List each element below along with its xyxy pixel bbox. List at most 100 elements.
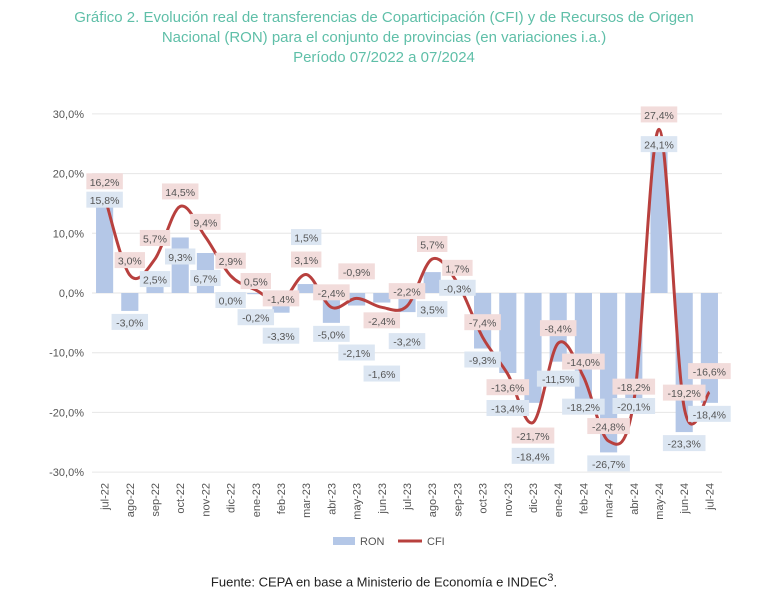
ron-data-label-bg xyxy=(511,447,555,464)
cfi-data-label-bg xyxy=(114,252,145,269)
ron-data-label-bg xyxy=(215,292,246,308)
ron-data-label: 0,0% xyxy=(219,296,243,308)
x-tick-label: jul-23 xyxy=(402,483,414,511)
ron-data-label-bg xyxy=(139,271,171,288)
cfi-data-label: -21,7% xyxy=(516,431,549,443)
cfi-data-label-bg xyxy=(464,314,501,331)
ron-data-label: -26,7% xyxy=(592,459,625,471)
x-tick-label: ene-24 xyxy=(553,483,565,517)
x-tick-label: nov-23 xyxy=(503,483,515,517)
x-tick-label: ago-22 xyxy=(125,483,137,517)
ron-bar xyxy=(96,198,114,293)
cfi-data-label: -2,4% xyxy=(318,288,345,300)
x-tick-label: feb-24 xyxy=(578,483,590,514)
cfi-data-label-bg xyxy=(139,229,171,246)
y-tick-label: 20,0% xyxy=(53,169,84,181)
cfi-data-label-bg xyxy=(562,353,605,370)
x-tick-label: jul-24 xyxy=(704,483,716,511)
y-tick-label: -10,0% xyxy=(49,348,84,360)
cfi-data-label: 14,5% xyxy=(165,187,195,199)
source-note: Fuente: CEPA en base a Ministerio de Eco… xyxy=(210,572,558,590)
ron-bar xyxy=(247,293,265,295)
cfi-data-label: 5,7% xyxy=(420,239,444,251)
ron-data-label-bg xyxy=(338,344,375,361)
cfi-data-label: -13,6% xyxy=(491,383,524,395)
x-tick-label: may-23 xyxy=(352,483,364,520)
cfi-data-label-bg xyxy=(587,418,630,435)
cfi-data-label: -14,0% xyxy=(567,357,600,369)
y-tick-label: 10,0% xyxy=(53,228,84,240)
ron-data-label: 6,7% xyxy=(193,274,217,286)
ron-data-label: -5,0% xyxy=(318,329,345,341)
x-tick-label: jun-24 xyxy=(679,483,691,515)
cfi-data-label: 2,9% xyxy=(219,256,243,268)
cfi-data-label: 5,7% xyxy=(143,233,167,245)
cfi-data-label-bg xyxy=(161,183,199,200)
source-footnote: 3 xyxy=(547,572,554,584)
ron-data-label: -23,3% xyxy=(668,439,701,451)
y-tick-label: 30,0% xyxy=(53,109,84,121)
ron-data-label-bg xyxy=(486,399,530,416)
cfi-data-label-bg xyxy=(388,283,426,300)
ron-data-label: -13,4% xyxy=(491,403,524,415)
ron-bar xyxy=(423,272,441,293)
cfi-data-label-bg xyxy=(190,213,221,230)
x-tick-label: sep-22 xyxy=(150,483,162,517)
ron-data-label: 15,8% xyxy=(90,195,120,207)
ron-data-label: 2,5% xyxy=(143,275,167,287)
chart-title: Gráfico 2. Evolución real de transferenc… xyxy=(0,8,768,68)
cfi-data-label-bg xyxy=(640,106,678,123)
x-tick-label: oct-23 xyxy=(478,483,490,514)
x-tick-label: feb-23 xyxy=(276,483,288,514)
title-line-1: Gráfico 2. Evolución real de transferenc… xyxy=(74,9,694,26)
x-tick-label: jun-23 xyxy=(377,483,389,515)
ron-bar xyxy=(373,293,391,303)
ron-data-label-bg xyxy=(262,327,300,344)
cfi-data-label: -2,2% xyxy=(393,287,420,299)
cfi-data-label: -1,4% xyxy=(267,294,294,306)
cfi-data-label: 1,7% xyxy=(445,263,469,275)
cfi-data-label: -24,8% xyxy=(592,422,625,434)
ron-bar xyxy=(171,237,189,293)
ron-data-label: 1,5% xyxy=(294,233,318,245)
title-line-2: Nacional (RON) para el conjunto de provi… xyxy=(161,29,607,46)
ron-data-label-bg xyxy=(86,191,123,208)
ron-data-label: -3,0% xyxy=(116,317,143,329)
ron-data-label: -18,2% xyxy=(567,402,600,414)
y-tick-label: -20,0% xyxy=(49,407,84,419)
cfi-data-label: -8,4% xyxy=(544,324,571,336)
ron-data-label: 9,3% xyxy=(168,252,192,264)
cfi-data-label: -7,4% xyxy=(469,318,496,330)
x-tick-label: abr-23 xyxy=(326,483,338,515)
ron-data-label-bg xyxy=(165,248,196,265)
ron-data-label: -3,2% xyxy=(393,337,420,349)
x-tick-label: ago-23 xyxy=(427,483,439,517)
cfi-data-label-bg xyxy=(363,312,401,329)
ron-data-label-bg xyxy=(237,309,275,326)
cfi-data-label-bg xyxy=(539,320,577,337)
cfi-data-label-bg xyxy=(86,173,123,190)
cfi-data-label-bg xyxy=(662,384,706,401)
cfi-data-label-bg xyxy=(215,252,246,269)
legend-ron-label: RON xyxy=(360,536,385,548)
ron-data-label-bg xyxy=(190,270,221,287)
cfi-data-label: -16,6% xyxy=(693,367,726,379)
x-tick-label: abr-24 xyxy=(629,483,641,515)
x-tick-label: sep-23 xyxy=(452,483,464,517)
cfi-data-label: 16,2% xyxy=(90,177,120,189)
ron-data-label-bg xyxy=(536,370,580,387)
ron-data-label-bg xyxy=(688,405,731,422)
cfi-data-label-bg xyxy=(291,251,322,268)
cfi-data-label: 9,4% xyxy=(193,217,217,229)
ron-bar xyxy=(650,149,668,293)
ron-data-label-bg xyxy=(111,313,149,330)
ron-data-label-bg xyxy=(439,279,476,296)
cfi-line xyxy=(103,127,711,446)
x-tick-label: ene-23 xyxy=(251,483,263,517)
ron-data-label-bg xyxy=(612,397,656,414)
y-tick-label: 0,0% xyxy=(59,288,84,300)
cfi-data-label-bg xyxy=(511,427,555,444)
ron-data-label-bg xyxy=(587,455,630,472)
legend-ron-swatch xyxy=(333,537,355,545)
